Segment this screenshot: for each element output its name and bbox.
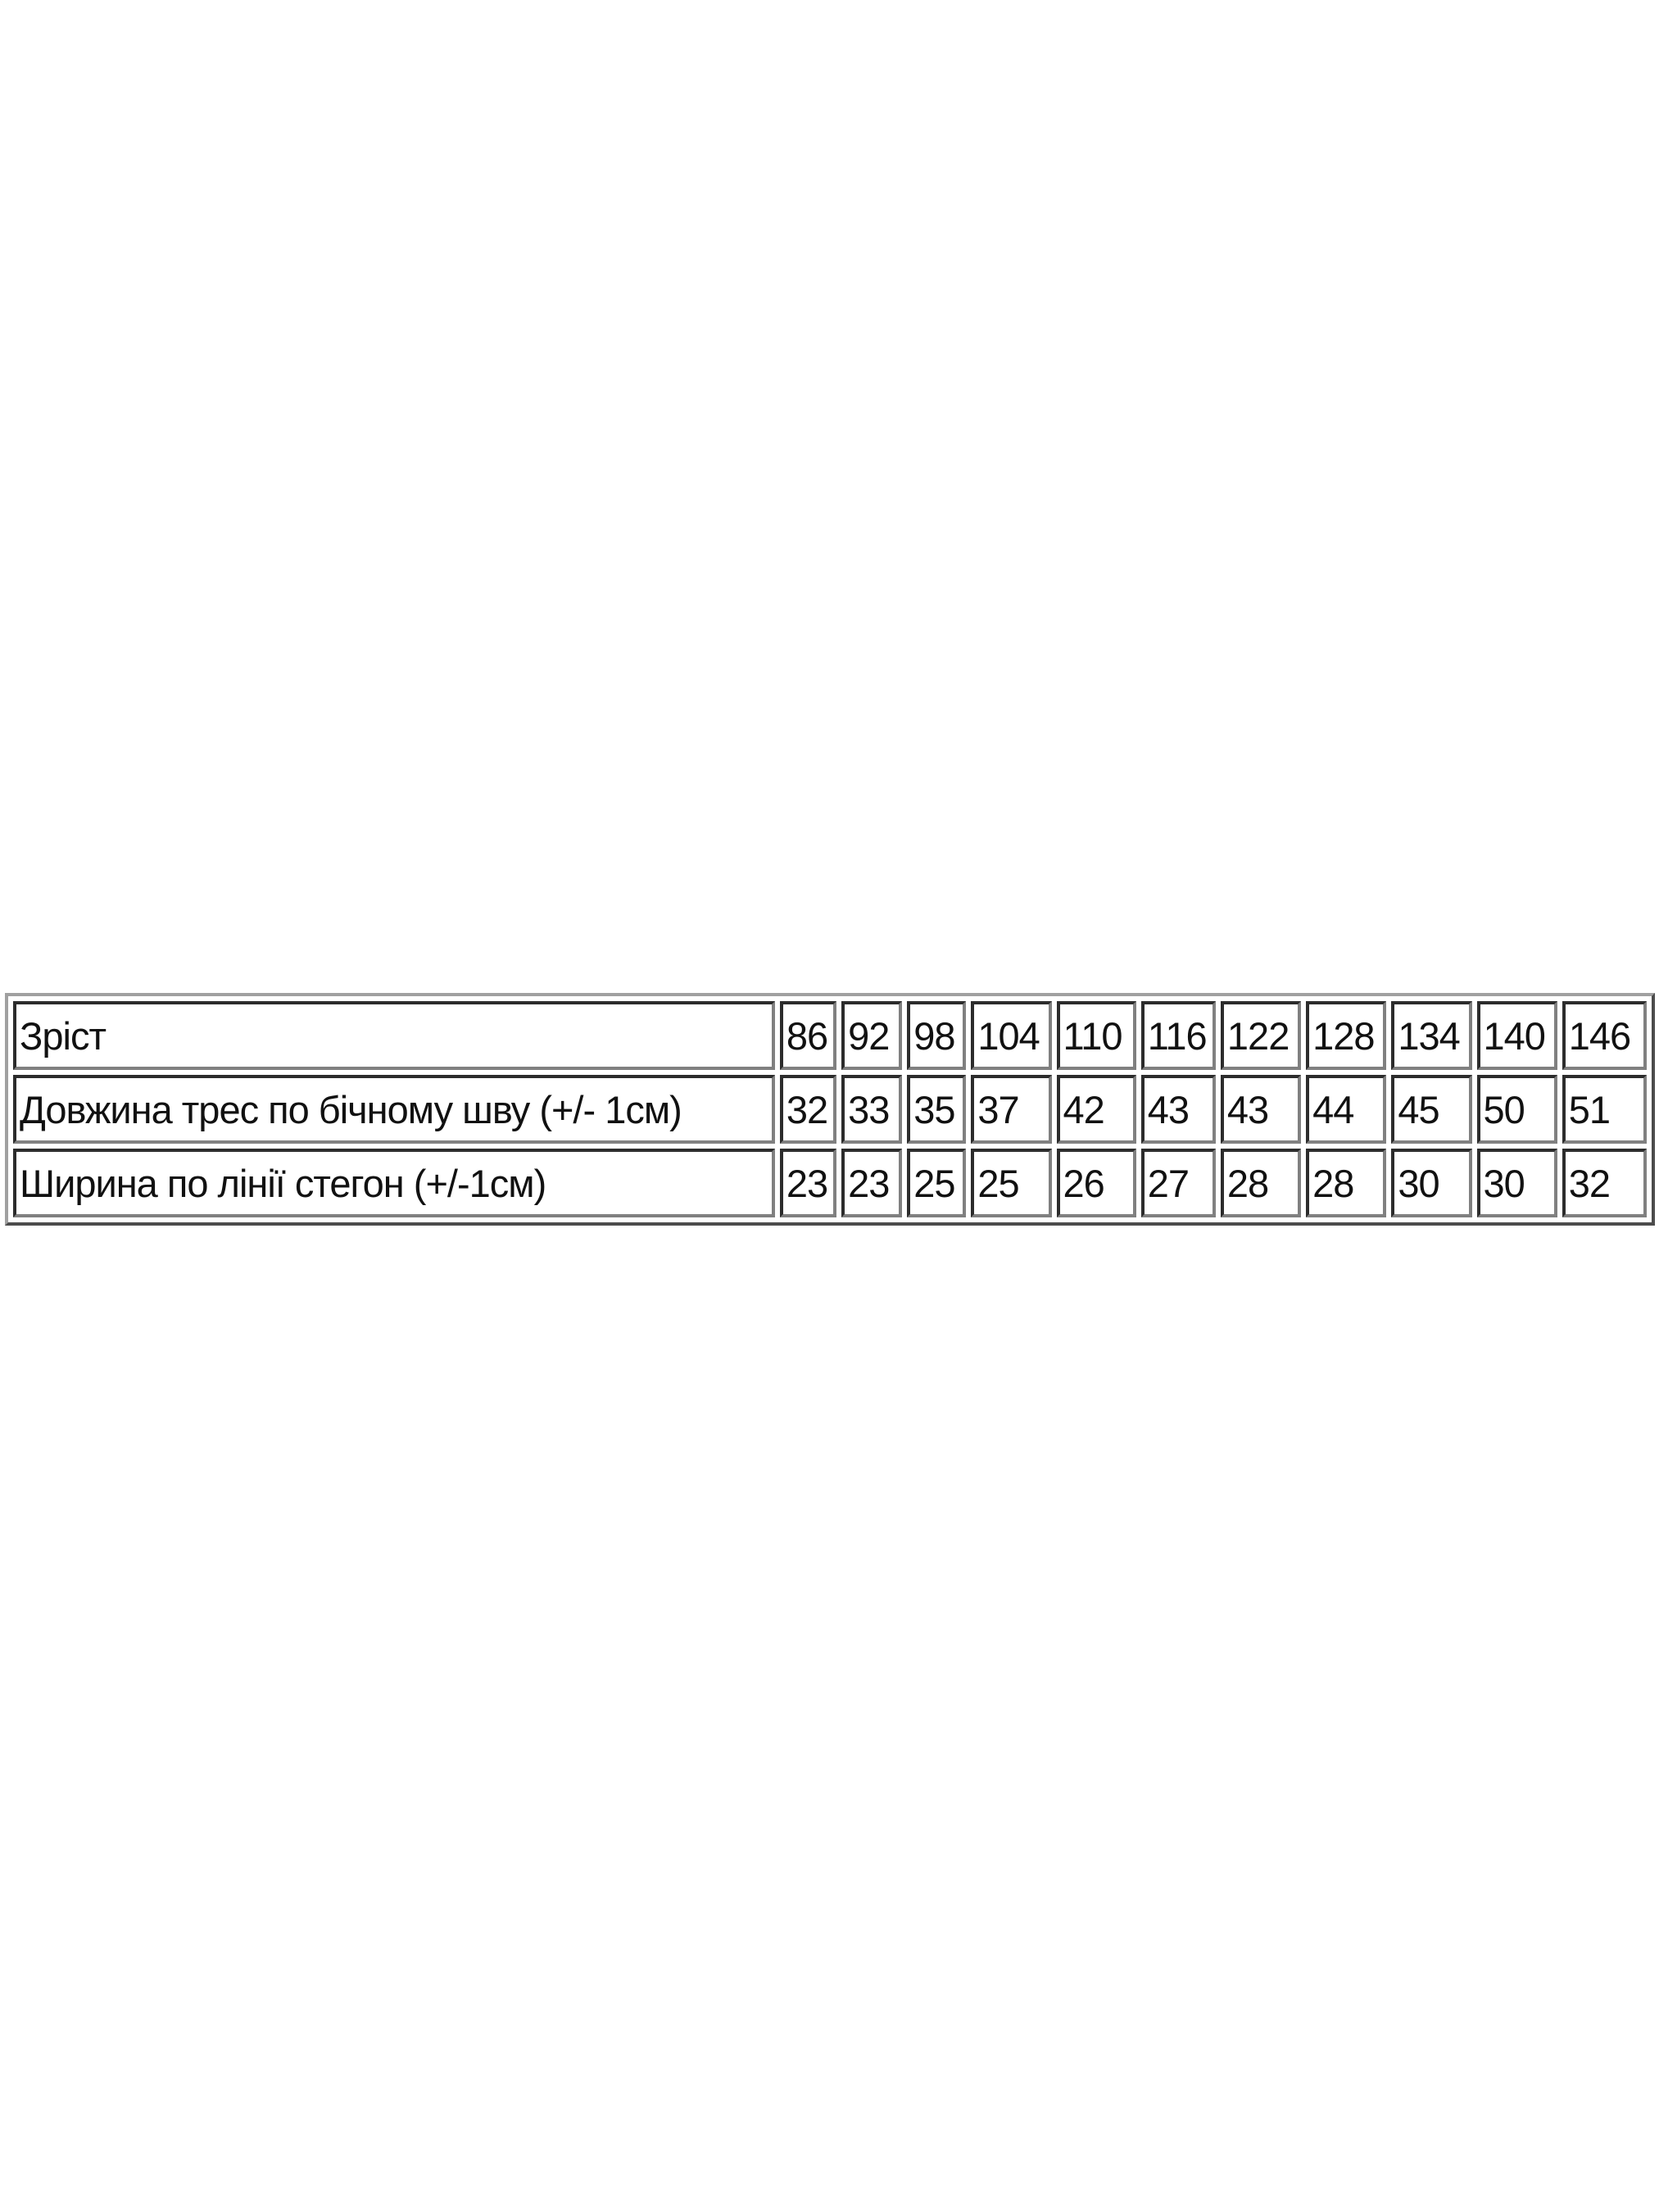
table-cell: 37 bbox=[971, 1075, 1052, 1144]
row-label: Ширина по лінії стегон (+/-1см) bbox=[13, 1149, 775, 1217]
table-cell: 43 bbox=[1140, 1075, 1216, 1144]
table-cell: 28 bbox=[1220, 1149, 1302, 1217]
table-cell: 45 bbox=[1391, 1075, 1472, 1144]
table-cell: 42 bbox=[1056, 1075, 1136, 1144]
table-cell: 32 bbox=[779, 1075, 837, 1144]
table-cell: 23 bbox=[841, 1149, 903, 1217]
table-cell: 134 bbox=[1391, 1001, 1472, 1070]
row-trunks-length: Довжина трес по бічному шву (+/- 1см) 32 3… bbox=[13, 1075, 1647, 1144]
row-label: Зріст bbox=[13, 1001, 775, 1070]
table-cell: 146 bbox=[1562, 1001, 1647, 1070]
table-cell: 128 bbox=[1306, 1001, 1387, 1070]
table-cell: 122 bbox=[1220, 1001, 1302, 1070]
table-cell: 44 bbox=[1306, 1075, 1387, 1144]
table-cell: 30 bbox=[1476, 1149, 1557, 1217]
table-cell: 32 bbox=[1562, 1149, 1647, 1217]
table-cell: 116 bbox=[1140, 1001, 1216, 1070]
table-cell: 140 bbox=[1476, 1001, 1557, 1070]
table-cell: 98 bbox=[907, 1001, 967, 1070]
table-cell: 110 bbox=[1056, 1001, 1136, 1070]
table-cell: 92 bbox=[841, 1001, 903, 1070]
table-cell: 26 bbox=[1056, 1149, 1136, 1217]
table-cell: 25 bbox=[971, 1149, 1052, 1217]
table-cell: 27 bbox=[1140, 1149, 1216, 1217]
table-cell: 43 bbox=[1220, 1075, 1302, 1144]
table-cell: 33 bbox=[841, 1075, 903, 1144]
size-chart-table: Зріст 86 92 98 104 110 116 122 128 134 140 146 Довжи… bbox=[5, 993, 1655, 1226]
row-height: Зріст 86 92 98 104 110 116 122 128 134 140 146 bbox=[13, 1001, 1647, 1070]
table-cell: 51 bbox=[1562, 1075, 1647, 1144]
row-hip-width: Ширина по лінії стегон (+/-1см) 23 23 25 25 2… bbox=[13, 1149, 1647, 1217]
table-cell: 86 bbox=[779, 1001, 837, 1070]
row-label: Довжина трес по бічному шву (+/- 1см) bbox=[13, 1075, 775, 1144]
table-cell: 25 bbox=[907, 1149, 967, 1217]
table-cell: 30 bbox=[1391, 1149, 1472, 1217]
table-cell: 28 bbox=[1306, 1149, 1387, 1217]
table-cell: 50 bbox=[1476, 1075, 1557, 1144]
table-cell: 104 bbox=[971, 1001, 1052, 1070]
table-cell: 35 bbox=[907, 1075, 967, 1144]
table-cell: 23 bbox=[779, 1149, 837, 1217]
